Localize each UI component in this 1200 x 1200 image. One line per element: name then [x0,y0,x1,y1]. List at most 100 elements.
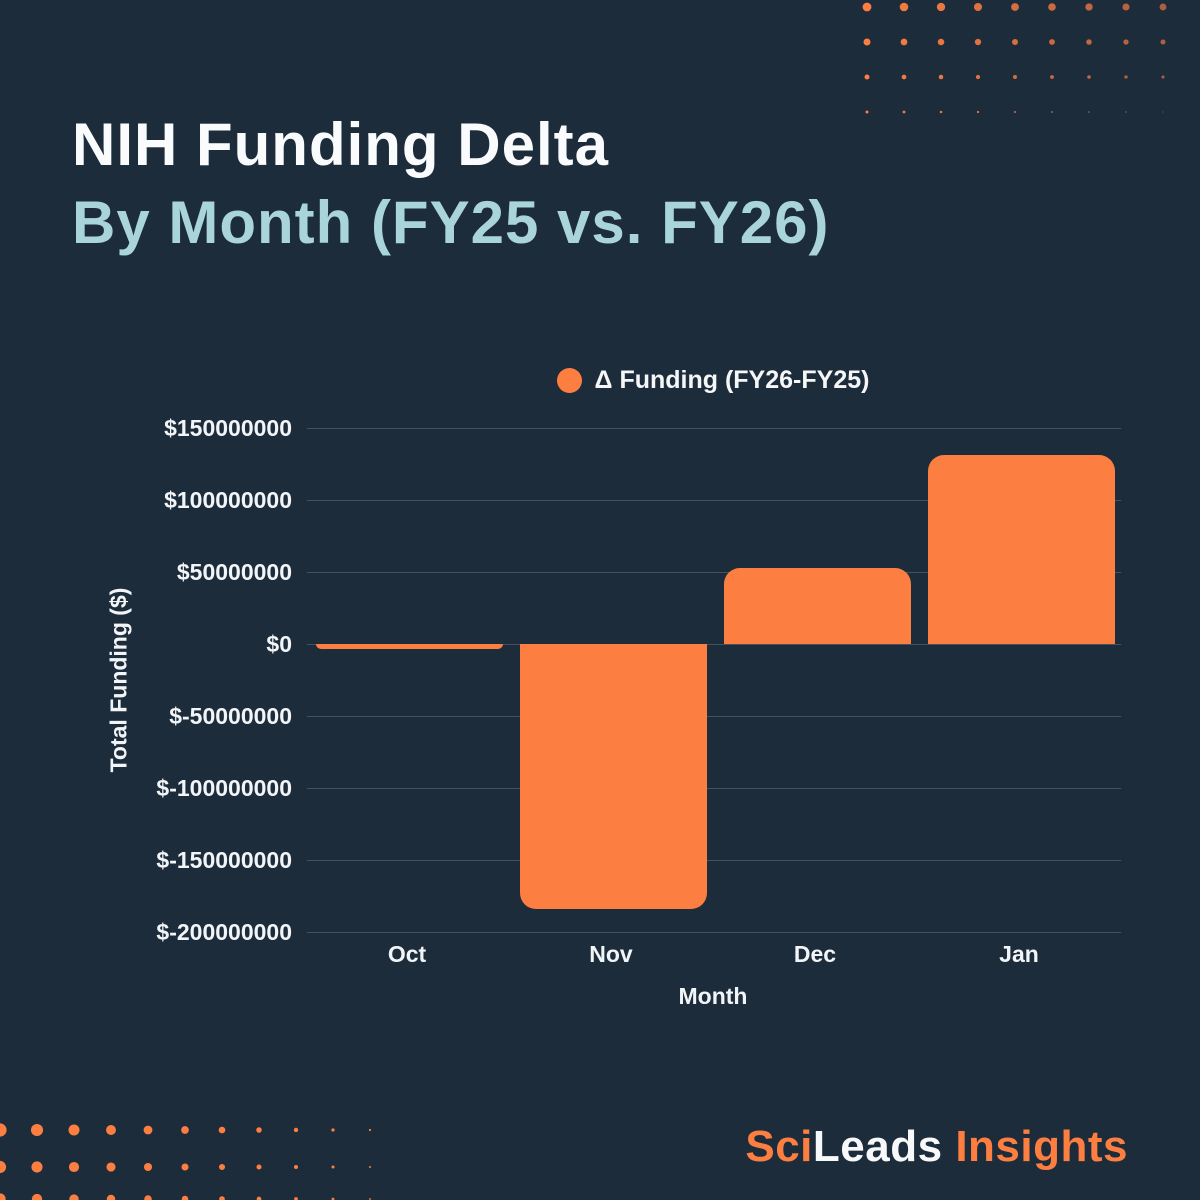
brand-logo: SciLeads Insights [745,1122,1128,1172]
decorative-dot [218,1163,226,1171]
decorative-dot [974,38,982,46]
decorative-dot [143,1125,153,1135]
decorative-dot [1048,3,1056,11]
y-tick-label: $0 [266,631,292,657]
y-tick-label: $-150000000 [156,847,292,873]
decorative-dot [1123,39,1129,45]
decorative-dot [1160,39,1166,45]
decorative-dot [181,1195,189,1200]
decorative-dot [1049,39,1055,45]
page-title-line1: NIH Funding Delta [72,111,609,178]
y-tick-label: $-50000000 [169,703,292,729]
decorative-dot [181,1126,189,1134]
decorative-dot [0,1123,7,1137]
y-axis-title: Total Funding ($) [105,587,132,773]
decorative-dot [976,110,980,114]
decorative-dot [1013,110,1017,114]
decorative-dot [939,110,943,114]
decorative-dot [1124,75,1128,79]
decorative-dot [863,38,871,46]
decorative-dot [30,1123,44,1137]
decorative-dot [1125,111,1127,113]
x-tick-label-jan: Jan [999,941,1039,967]
brand-logo-leads: Leads [812,1122,943,1171]
brand-logo-insights: Insights [955,1122,1128,1171]
decorative-dot [69,1194,79,1200]
decorative-dot [0,1160,7,1174]
bar-oct [315,644,503,650]
decorative-dot [68,1124,80,1136]
decorative-dot [181,1163,189,1171]
decorative-dot [900,38,908,46]
decorative-dot [219,1196,225,1200]
decorative-dot [106,1125,116,1135]
decorative-dot [1011,3,1019,11]
decorative-dot [1012,74,1018,80]
decorative-dot [256,1196,262,1200]
gridline-0 [307,644,1121,645]
decorative-dot [31,1193,43,1200]
decorative-dot [902,110,906,114]
decorative-dot [862,2,872,12]
decorative-dot [975,74,981,80]
bar-nov [519,644,707,909]
x-tick-label-dec: Dec [793,941,837,967]
decorative-dot [106,1194,116,1200]
y-tick-label: $150000000 [164,415,292,441]
x-tick-label-oct: Oct [387,941,427,967]
page-title-line2: By Month (FY25 vs. FY26) [72,189,830,256]
decorative-dot [938,74,944,80]
decorative-dot [331,1128,335,1132]
decorative-dot [331,1165,335,1169]
decorative-dot [31,1161,43,1173]
decorative-dot [973,2,983,12]
decorative-dot [1086,39,1092,45]
bar-jan [927,455,1115,644]
gridline-150000000 [307,428,1121,429]
gridline--150000000 [307,860,1121,861]
decorative-dot [293,1127,299,1133]
decorative-dot [1162,111,1164,113]
decorative-dot [865,110,869,114]
decorative-dot [1159,3,1167,11]
legend-label: Δ Funding (FY26-FY25) [594,366,870,394]
brand-logo-sci: Sci [745,1122,813,1171]
decorative-dot [1011,38,1019,46]
decorative-dot [218,1126,226,1134]
gridline--100000000 [307,788,1121,789]
gridline-50000000 [307,572,1121,573]
bar-dec [723,567,911,644]
decorative-dot [1087,75,1091,79]
x-axis-title: Month [678,983,748,1009]
decorative-dot [937,38,945,46]
decorative-dot [1050,75,1054,79]
decorative-dot [899,2,909,12]
y-tick-label: $-100000000 [156,775,292,801]
decorative-dot [368,1165,372,1169]
gridline--50000000 [307,716,1121,717]
y-tick-label: $-200000000 [156,919,292,945]
decorative-dot [293,1164,299,1170]
decorative-dot [68,1161,80,1173]
decorative-dot [256,1164,262,1170]
x-tick-label-nov: Nov [589,941,633,967]
chart-legend: Δ Funding (FY26-FY25) [305,366,1121,395]
decorative-dot [1088,111,1090,113]
gridline-100000000 [307,500,1121,501]
y-tick-label: $100000000 [164,487,292,513]
decorative-dot [368,1128,372,1132]
y-tick-label: $50000000 [176,559,292,585]
gridline--200000000 [307,932,1121,933]
dot-pattern-top-right [862,2,1167,114]
decorative-dot [936,2,946,12]
decorative-dot [256,1127,262,1133]
decorative-dot [864,74,870,80]
decorative-dot [1051,111,1053,113]
decorative-dot [0,1193,6,1200]
decorative-dot [901,74,907,80]
decorative-dot [1085,3,1093,11]
decorative-dot [1122,3,1130,11]
decorative-dot [143,1162,153,1172]
dot-pattern-bottom-left [0,1123,372,1200]
